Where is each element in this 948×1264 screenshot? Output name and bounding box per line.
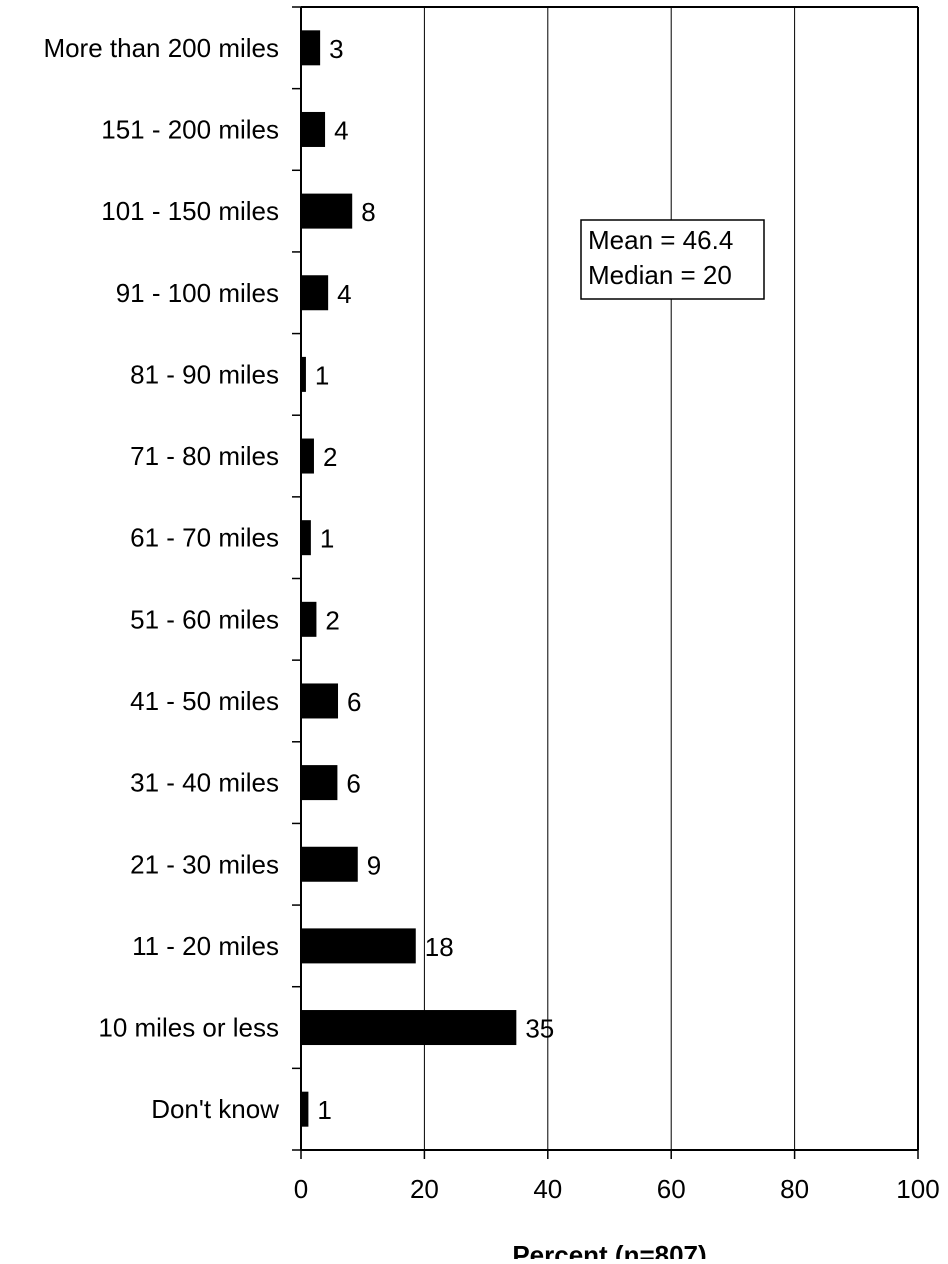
stats-box: [580, 219, 765, 300]
bar-12: [301, 1010, 517, 1046]
bar-1: [301, 111, 326, 147]
x-tick-label-80: 80: [780, 1174, 809, 1204]
value-label-5: 2: [323, 442, 337, 472]
axes: [292, 6, 919, 1159]
bar-13: [301, 1091, 309, 1127]
bar-6: [301, 520, 311, 556]
category-label-7: 51 - 60 miles: [130, 604, 279, 634]
value-label-13: 1: [317, 1095, 331, 1125]
value-label-4: 1: [315, 360, 329, 390]
grid-lines: [423, 7, 796, 1150]
value-label-2: 8: [361, 197, 375, 227]
value-label-10: 9: [367, 850, 381, 880]
value-label-3: 4: [337, 279, 351, 309]
stats-line-1: Median = 20: [588, 260, 732, 290]
category-label-6: 61 - 70 miles: [130, 523, 279, 553]
bar-7: [301, 601, 317, 637]
category-label-1: 151 - 200 miles: [101, 114, 279, 144]
category-label-4: 81 - 90 miles: [130, 359, 279, 389]
value-label-6: 1: [320, 524, 334, 554]
bar-8: [301, 683, 339, 719]
x-tick-label-100: 100: [896, 1174, 939, 1204]
stats-line-0: Mean = 46.4: [588, 225, 733, 255]
value-label-8: 6: [347, 687, 361, 717]
bars: [301, 30, 517, 1127]
value-label-9: 6: [346, 769, 360, 799]
x-tick-label-40: 40: [533, 1174, 562, 1204]
value-label-11: 18: [425, 932, 454, 962]
category-label-8: 41 - 50 miles: [130, 686, 279, 716]
bar-11: [301, 928, 416, 964]
category-label-12: 10 miles or less: [98, 1013, 279, 1043]
category-label-3: 91 - 100 miles: [116, 278, 279, 308]
category-label-5: 71 - 80 miles: [130, 441, 279, 471]
category-label-10: 21 - 30 miles: [130, 849, 279, 879]
x-tick-label-20: 20: [410, 1174, 439, 1204]
stats-annotation: Mean = 46.4 Median = 20: [580, 219, 765, 300]
bar-10: [301, 846, 358, 882]
category-label-13: Don't know: [151, 1094, 279, 1124]
bar-3: [301, 275, 329, 311]
bar-2: [301, 193, 353, 229]
bar-5: [301, 438, 314, 474]
value-label-0: 3: [329, 34, 343, 64]
category-label-2: 101 - 150 miles: [101, 196, 279, 226]
bar-4: [301, 356, 306, 392]
category-label-11: 11 - 20 miles: [132, 931, 279, 961]
bar-0: [301, 30, 321, 66]
bar-9: [301, 765, 338, 801]
category-label-0: More than 200 miles: [43, 33, 279, 63]
x-tick-label-0: 0: [294, 1174, 308, 1204]
x-tick-label-60: 60: [657, 1174, 686, 1204]
x-axis-title: Percent (n=807): [512, 1240, 706, 1259]
category-label-9: 31 - 40 miles: [130, 768, 279, 798]
value-label-1: 4: [334, 115, 348, 145]
value-label-12: 35: [525, 1014, 554, 1044]
value-label-7: 2: [325, 605, 339, 635]
